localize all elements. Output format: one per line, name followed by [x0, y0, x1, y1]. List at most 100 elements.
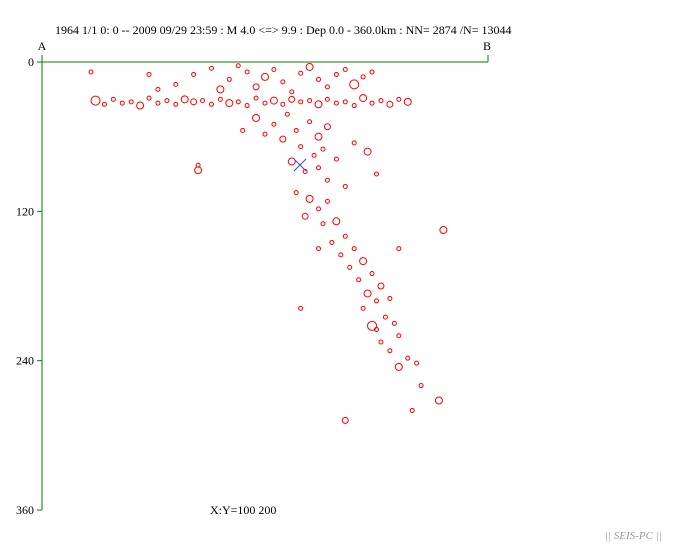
- quake-point: [396, 96, 402, 102]
- quake-point: [208, 65, 214, 71]
- footer: || SEIS-PC ||: [605, 530, 662, 542]
- quake-point: [386, 100, 394, 108]
- quake-point: [253, 95, 259, 101]
- quake-point: [217, 96, 223, 102]
- quake-point: [261, 72, 269, 81]
- quake-point: [369, 100, 375, 106]
- quake-point: [333, 156, 339, 162]
- quake-point: [403, 97, 412, 106]
- quake-point: [90, 95, 101, 106]
- quake-point: [305, 194, 314, 203]
- quake-point: [293, 190, 299, 196]
- section-center: [293, 158, 307, 172]
- y-tick-label: 240: [16, 354, 34, 368]
- quake-point: [307, 119, 313, 125]
- y-tick-label: 0: [28, 55, 34, 69]
- quake-point: [298, 70, 304, 76]
- quake-point: [262, 100, 268, 106]
- quake-point: [316, 165, 322, 171]
- quake-point: [235, 63, 241, 69]
- quake-point: [332, 217, 341, 226]
- quake-point: [374, 298, 379, 304]
- quake-point: [155, 100, 161, 106]
- quake-point: [324, 177, 330, 183]
- quake-point: [173, 81, 179, 87]
- quake-point: [418, 383, 424, 389]
- quake-point: [240, 127, 246, 133]
- start-label: A: [38, 39, 47, 53]
- quake-point: [351, 140, 357, 146]
- quake-point: [262, 131, 268, 137]
- quake-point: [316, 76, 322, 82]
- quake-point: [146, 71, 152, 77]
- quake-point: [374, 327, 379, 333]
- quake-point: [342, 99, 348, 105]
- quake-point: [323, 123, 331, 131]
- quake-point: [208, 101, 214, 107]
- quake-point: [311, 152, 317, 158]
- quake-point: [146, 95, 152, 101]
- quake-point: [173, 101, 179, 107]
- quake-point: [329, 239, 335, 245]
- quake-point: [377, 282, 385, 290]
- quake-point: [252, 114, 261, 122]
- quake-point: [244, 103, 250, 109]
- quake-point: [271, 66, 277, 72]
- quake-point: [301, 212, 309, 220]
- quake-point: [342, 66, 348, 72]
- quake-point: [200, 98, 206, 104]
- quake-point: [414, 360, 420, 366]
- quake-point: [434, 396, 443, 405]
- quake-point: [155, 86, 161, 92]
- quake-point: [342, 233, 348, 239]
- quake-point: [119, 100, 125, 106]
- quake-point: [391, 320, 397, 326]
- quake-point: [136, 101, 145, 110]
- quake-point: [338, 252, 344, 258]
- quake-point: [324, 84, 330, 90]
- quake-point: [320, 146, 326, 152]
- quake-point: [359, 94, 368, 103]
- quake-point: [287, 157, 296, 166]
- quake-point: [387, 295, 393, 301]
- quake-point: [314, 132, 323, 141]
- quake-point: [191, 71, 197, 77]
- quake-point: [396, 246, 402, 252]
- quake-point: [342, 183, 348, 189]
- quake-point: [378, 98, 384, 104]
- quake-point: [341, 416, 349, 424]
- quake-point: [320, 221, 326, 227]
- quake-point: [269, 96, 278, 105]
- quake-point: [382, 314, 388, 320]
- quake-point: [101, 101, 107, 107]
- quake-point: [405, 355, 411, 361]
- quake-point: [271, 121, 277, 127]
- quake-point: [289, 89, 295, 95]
- quake-point: [298, 144, 304, 150]
- quake-point: [244, 69, 250, 75]
- quake-point: [280, 79, 286, 85]
- quake-point: [367, 320, 378, 331]
- quake-point: [356, 277, 362, 283]
- chart-title: 1964 1/1 0: 0 -- 2009 09/29 23:59 : M 4.…: [55, 23, 512, 37]
- quake-point: [360, 74, 366, 80]
- quake-point: [284, 111, 290, 117]
- quake-point: [180, 95, 189, 104]
- quake-point: [316, 246, 322, 252]
- quake-point: [307, 98, 313, 104]
- quake-point: [409, 407, 415, 413]
- quake-point: [293, 127, 299, 133]
- quake-point: [324, 96, 330, 102]
- quake-point: [225, 99, 234, 108]
- quake-point: [374, 171, 379, 177]
- quake-point: [369, 271, 375, 277]
- marks: [88, 62, 448, 424]
- quake-point: [194, 166, 203, 175]
- quake-point: [110, 96, 116, 102]
- quake-point: [324, 198, 330, 204]
- quake-point: [288, 95, 296, 103]
- quake-point: [349, 79, 360, 90]
- quake-point: [369, 69, 375, 75]
- quake-point: [333, 100, 339, 106]
